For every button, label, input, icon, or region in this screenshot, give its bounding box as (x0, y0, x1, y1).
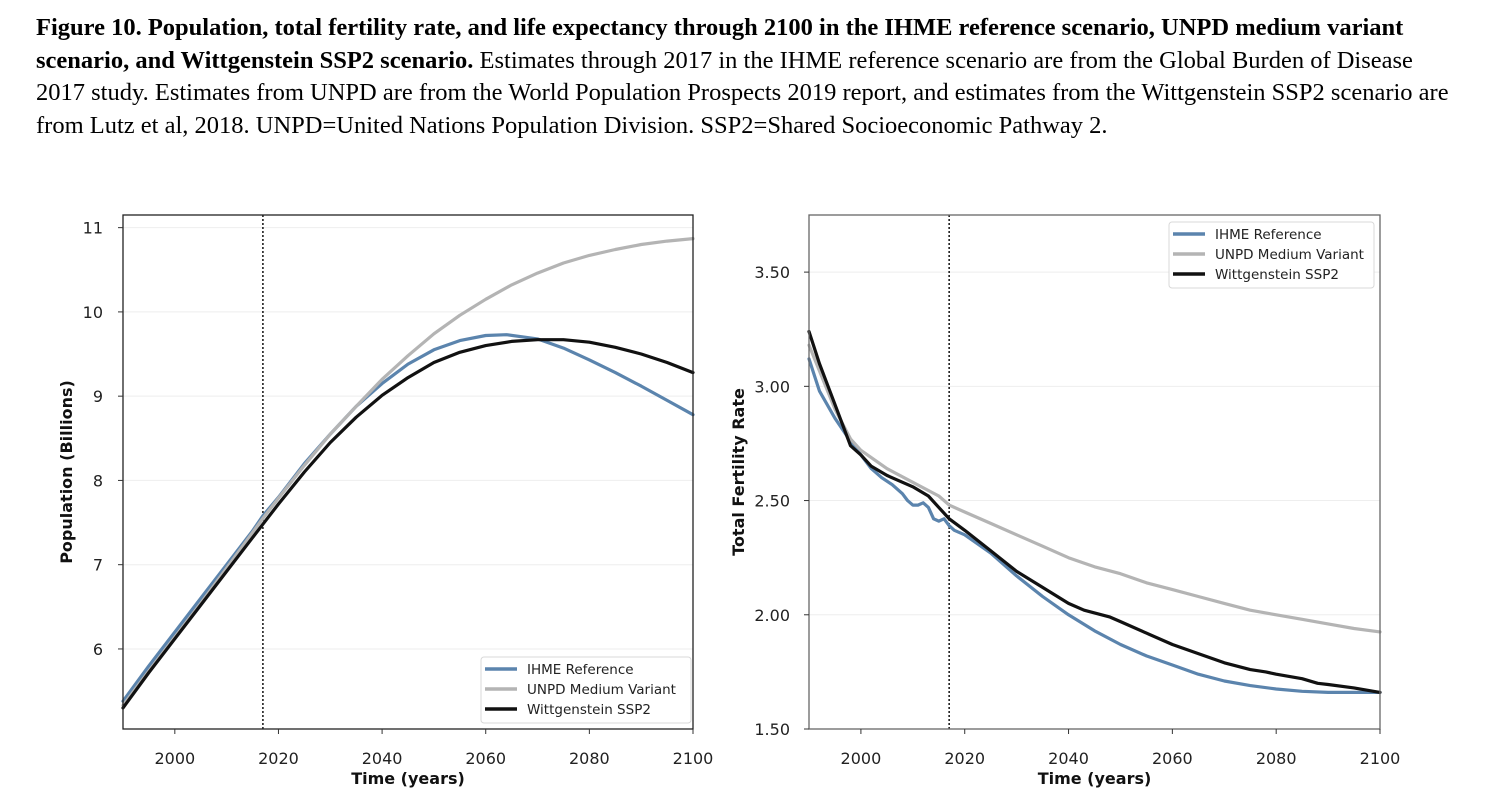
fertility-ytick-label-0: 1.50 (754, 720, 790, 739)
fertility-legend-label-ihme: IHME Reference (1215, 227, 1322, 243)
fertility-xtick-label-3: 2060 (1152, 749, 1193, 768)
fertility-xtick-label-4: 2080 (1256, 749, 1297, 768)
population-ytick-label-2: 8 (93, 471, 103, 490)
population-xtick-label-3: 2060 (465, 749, 506, 768)
fertility-legend-label-unpd: UNPD Medium Variant (1215, 247, 1364, 263)
caption-body: Estimates through 2017 in the IHME refer… (36, 46, 1449, 139)
population-ytick-label-4: 10 (83, 303, 103, 322)
population-plot-frame (122, 214, 694, 730)
population-y-axis-title: Population (Billions) (57, 380, 76, 564)
population-line-ihme (121, 333, 695, 703)
population-x-axis: 2000 2020 2040 2060 2080 2100 (154, 729, 713, 768)
population-gridlines (123, 227, 693, 650)
population-line-unpd (121, 237, 695, 708)
population-ytick-label-5: 11 (83, 219, 103, 238)
fertility-ytick-label-2: 2.50 (754, 492, 790, 511)
population-xtick-label-1: 2020 (258, 749, 299, 768)
fertility-gridlines (809, 271, 1380, 730)
fertility-xtick-label-1: 2020 (944, 749, 985, 768)
population-chart: 6 7 8 9 10 11 2000 2020 2040 2060 2080 2100 Time (… (57, 214, 713, 788)
population-legend-label-ihme: IHME Reference (527, 662, 634, 678)
fertility-xtick-label-0: 2000 (841, 749, 882, 768)
fertility-line-wittgenstein (807, 329, 1382, 695)
fertility-ytick-label-4: 3.50 (754, 263, 790, 282)
population-xtick-label-5: 2100 (673, 749, 714, 768)
figure-caption: Figure 10. Population, total fertility r… (36, 12, 1456, 142)
fertility-ytick-label-3: 3.00 (754, 377, 790, 396)
population-x-axis-title: Time (years) (351, 769, 465, 788)
fertility-line-ihme (807, 357, 1382, 695)
population-legend: IHME Reference UNPD Medium Variant Wittgen… (480, 656, 692, 724)
population-xtick-label-0: 2000 (154, 749, 195, 768)
population-xtick-label-4: 2080 (569, 749, 610, 768)
fertility-line-unpd (807, 343, 1382, 634)
fertility-x-axis: 2000 2020 2040 2060 2080 2100 (841, 729, 1401, 768)
population-legend-box (480, 656, 692, 724)
fertility-xtick-label-5: 2100 (1360, 749, 1401, 768)
population-legend-label-unpd: UNPD Medium Variant (527, 682, 676, 698)
fertility-series (807, 329, 1382, 695)
population-legend-label-wittgenstein: Wittgenstein SSP2 (527, 702, 651, 718)
fertility-ytick-label-1: 2.00 (754, 606, 790, 625)
fertility-y-axis-title: Total Fertility Rate (729, 388, 748, 556)
population-y-axis: 6 7 8 9 10 11 (83, 219, 123, 659)
population-ytick-label-0: 6 (93, 640, 103, 659)
population-series (121, 237, 695, 710)
fertility-legend-label-wittgenstein: Wittgenstein SSP2 (1215, 267, 1339, 283)
population-ytick-label-1: 7 (93, 556, 103, 575)
caption-title: Figure 10. Population, total fertility r… (36, 14, 1404, 74)
fertility-chart: 1.50 2.00 2.50 3.00 3.50 2000 2020 2040 2060 208… (729, 214, 1401, 788)
fertility-plot-frame (808, 214, 1381, 730)
fertility-legend-box (1168, 221, 1375, 289)
fertility-y-axis: 1.50 2.00 2.50 3.00 3.50 (754, 263, 809, 739)
population-ytick-label-3: 9 (93, 387, 103, 406)
population-xtick-label-2: 2040 (362, 749, 403, 768)
fertility-x-axis-title: Time (years) (1038, 769, 1152, 788)
fertility-legend: IHME Reference UNPD Medium Variant Wittgen… (1168, 221, 1375, 289)
fertility-xtick-label-2: 2040 (1048, 749, 1089, 768)
population-line-wittgenstein (121, 338, 695, 710)
